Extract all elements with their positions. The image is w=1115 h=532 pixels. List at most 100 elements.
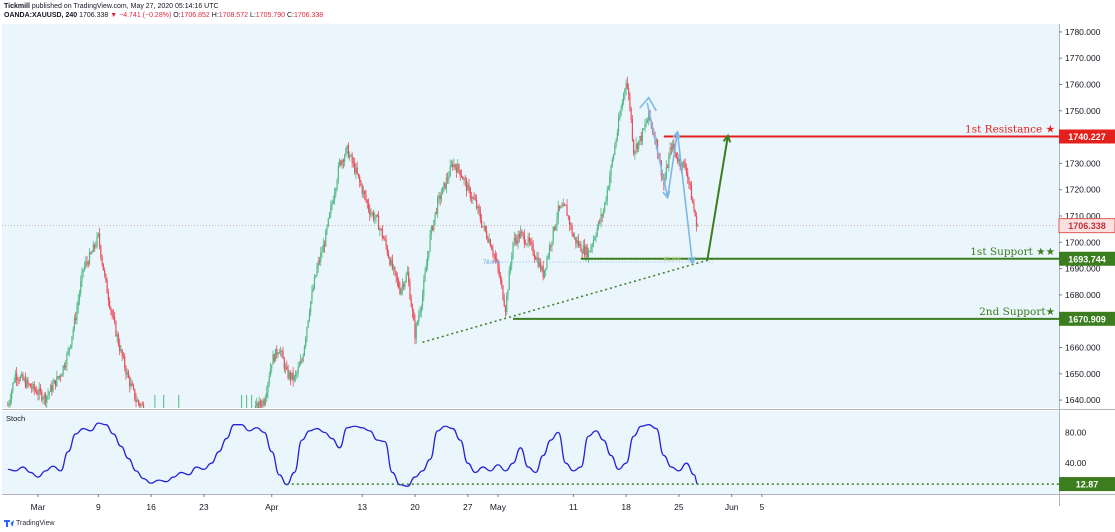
price-tick-label: 1760.000 [1065,79,1101,89]
candle-body [115,321,117,337]
stoch-level-label: 12.87 [1076,480,1099,490]
level-price-label: 1693.744 [1068,254,1106,264]
candle-body [306,327,308,338]
price-tick-label: 1650.000 [1065,369,1101,379]
candle-body [399,287,401,294]
candle-body [73,317,76,329]
publisher-name: Tickmill [4,3,30,10]
low-value: 1705.790 [255,12,285,19]
candle-body [595,235,597,239]
stoch-pane [2,411,1059,494]
candle-body [76,308,78,320]
candle-body [274,348,277,362]
candle-body [390,259,392,265]
candle-body [684,163,686,169]
high-value: 1708.572 [218,12,248,19]
candle-body [347,145,349,158]
candle-body [377,216,380,230]
candle-body [435,212,437,214]
candle-body [141,404,143,406]
close-value: 1706.338 [293,12,324,19]
candle-body [27,379,29,384]
time-tick-label: 18 [621,502,631,512]
candle-body [523,234,525,244]
price-tick-label: 1770.000 [1065,53,1101,63]
candle-body [362,191,365,194]
candle-body [305,337,307,346]
candle-body [526,243,528,245]
time-tick-label: 11 [569,502,578,512]
candle-body [531,242,533,245]
price-tick-label: 1730.000 [1065,158,1101,168]
candle-body [9,399,11,403]
candle-body [293,376,295,381]
candle-body [284,366,287,369]
candle-body [599,221,601,223]
candle-body [688,177,690,183]
candle-body [266,392,268,398]
close-label: C: [286,12,294,19]
published-text: published on TradingView.com, May 27, 20… [29,3,219,10]
candle-body [568,216,571,225]
candle-body [478,206,480,212]
candle-body [139,403,141,407]
candle-body [130,383,132,387]
candle-body [434,212,436,220]
projection-arrow-up [666,131,679,198]
candle-body [11,390,13,400]
candle-body [83,265,86,270]
candle-body [36,390,38,395]
candle-body [109,300,111,308]
candle-body [28,383,30,385]
candle-body [33,383,35,390]
candle-body [86,261,88,263]
candle-body [31,387,33,389]
candle-body [67,350,69,354]
candle-body [271,364,273,369]
candle-body [96,235,98,246]
candle-body [573,237,576,238]
price-tick-label: 1680.000 [1065,290,1101,300]
candle-body [470,197,473,199]
candle-body [366,200,368,204]
candle-body [356,167,358,174]
candle-body [512,242,514,257]
candle-body [46,396,48,403]
candle-body [467,184,469,191]
last-price-text: 1706.338 [79,12,109,19]
level-name-label: 2nd Support★ [979,306,1055,318]
candle-body [341,160,343,166]
candle-body [389,258,391,265]
candle-body [39,388,42,392]
candle-body [315,275,317,278]
candle-body [570,224,572,226]
candle-body [328,212,331,219]
candle-body [134,389,136,400]
candle-body [697,225,699,227]
candle-body [282,351,284,359]
candle-body [664,177,666,185]
price-tick-label: 1750.000 [1065,106,1101,116]
candle-body [428,251,430,257]
candle-body [635,143,637,151]
support-trendline [422,258,714,343]
candle-body [104,270,106,274]
price-tick-label: 1780.000 [1065,27,1101,37]
candle-body [400,288,402,294]
candle-body [673,143,675,150]
candle-body [522,232,524,235]
candle-body [629,94,631,108]
candle-body [121,349,123,357]
chart-canvas[interactable]: 1640.0001650.0001660.0001670.0001680.000… [0,0,1115,520]
candle-body [656,139,659,154]
price-tick-label: 1710.000 [1065,211,1101,221]
candle-body [458,164,460,171]
candle-body [111,310,113,316]
candle-body [70,344,72,349]
candle-body [498,267,500,276]
candle-body [411,306,414,312]
candle-body [496,258,498,261]
candle-body [364,191,366,195]
candle-body [58,375,60,378]
candle-body [351,155,353,163]
